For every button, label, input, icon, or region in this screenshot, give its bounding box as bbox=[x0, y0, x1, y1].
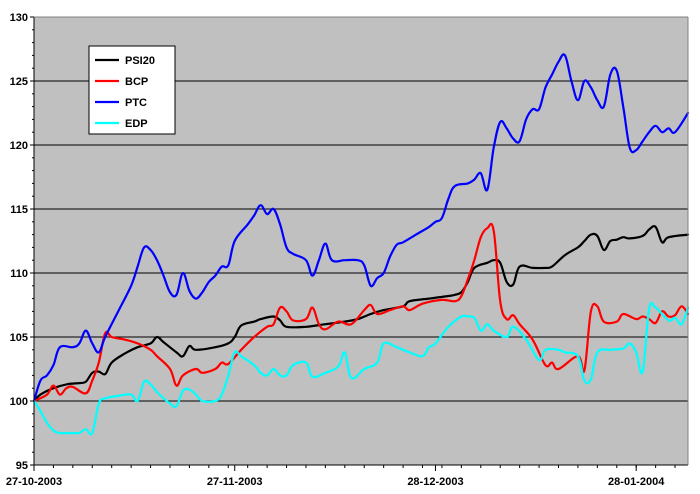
y-tick-label: 125 bbox=[10, 76, 28, 88]
axes: 95 100 105 110 115 120 125 130 27-10-2003 27-11-2… bbox=[6, 12, 689, 488]
x-tick-label: 28-12-2003 bbox=[407, 476, 463, 488]
legend-label-bcp: BCP bbox=[125, 76, 148, 88]
y-tick-label: 100 bbox=[10, 396, 28, 408]
series-line-edp bbox=[32, 301, 690, 436]
x-tick-label: 28-01-2004 bbox=[608, 476, 665, 488]
series-line-ptc bbox=[32, 53, 690, 403]
legend: PSI20 BCP PTC EDP bbox=[88, 45, 176, 135]
y-tick-label: 110 bbox=[10, 268, 28, 280]
y-tick-label: 120 bbox=[10, 140, 28, 152]
legend-label-edp: EDP bbox=[125, 118, 148, 130]
legend-label-psi20: PSI20 bbox=[125, 55, 155, 67]
y-tick-label: 115 bbox=[10, 204, 28, 216]
series-lines bbox=[32, 53, 690, 436]
y-tick-label: 95 bbox=[16, 460, 28, 472]
y-tick-label: 105 bbox=[10, 332, 28, 344]
x-tick-label: 27-10-2003 bbox=[6, 476, 62, 488]
x-tick-label: 27-11-2003 bbox=[207, 476, 263, 488]
series-line-psi20 bbox=[32, 225, 690, 403]
series-line-bcp bbox=[32, 222, 690, 403]
y-tick-label: 130 bbox=[10, 12, 28, 24]
legend-label-ptc: PTC bbox=[125, 97, 147, 109]
